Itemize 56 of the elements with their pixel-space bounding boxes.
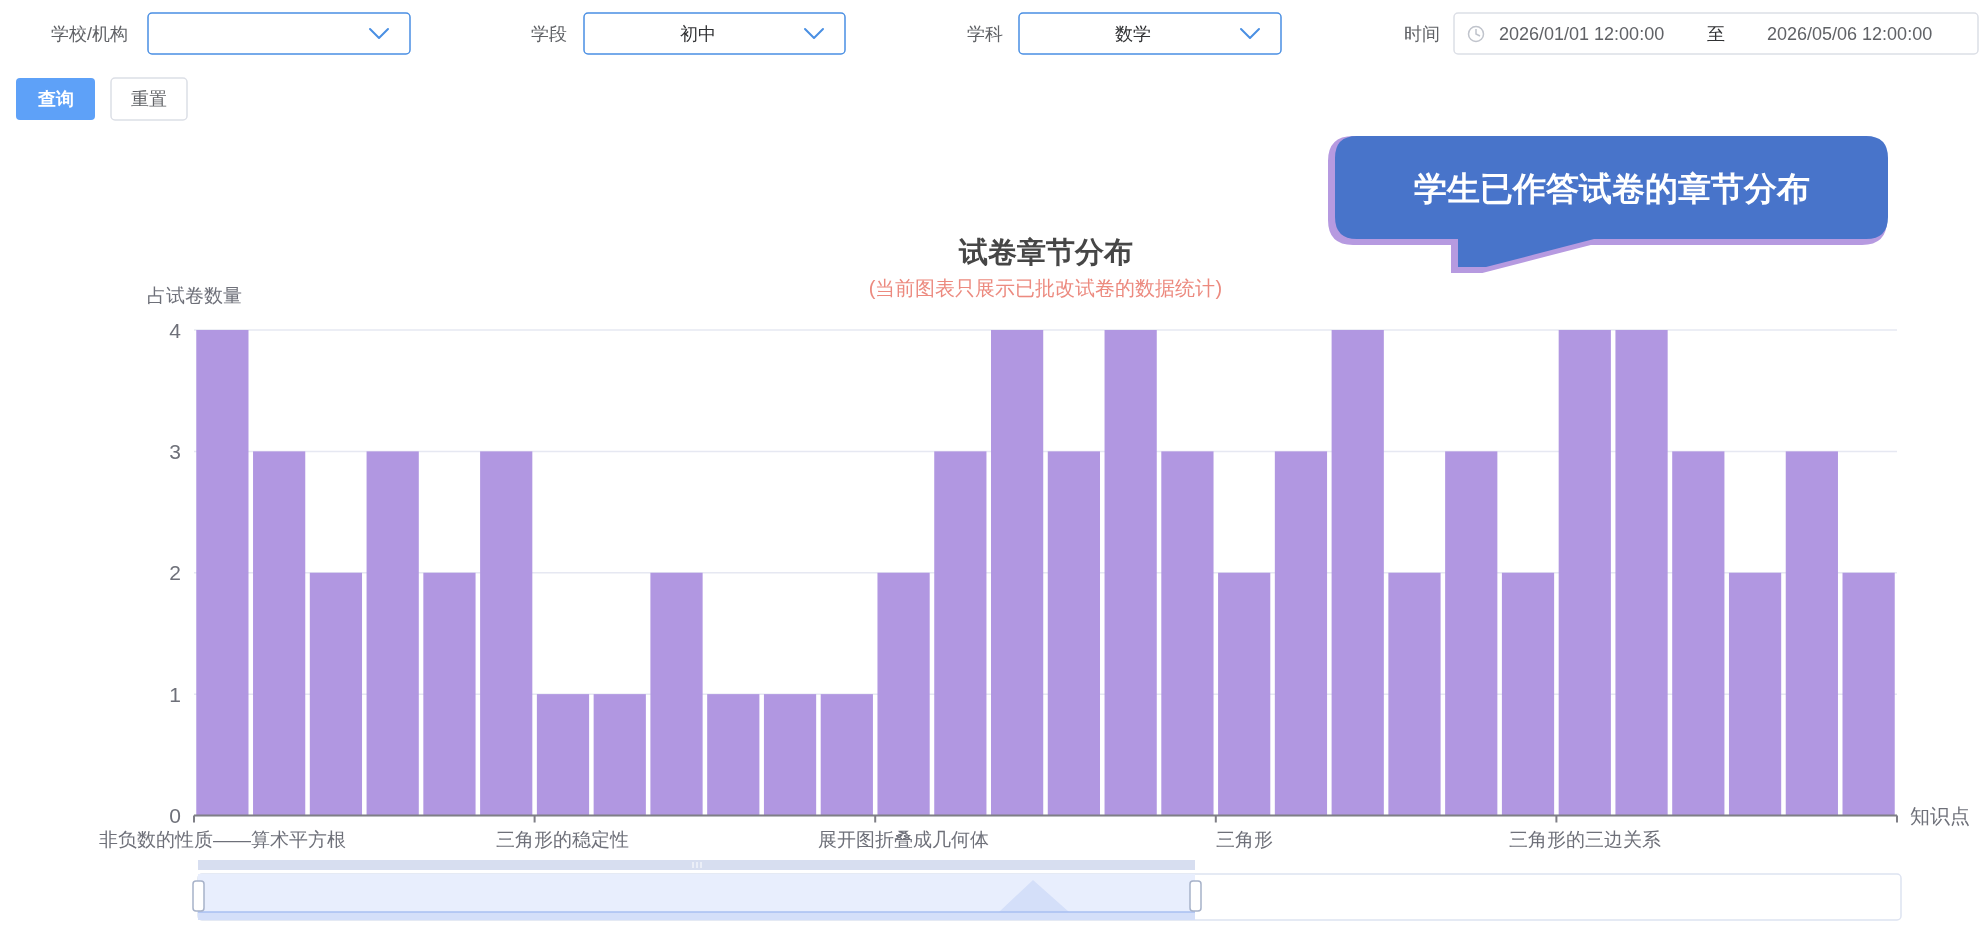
annotation: 重置 xyxy=(131,89,167,109)
annotation: 学段 xyxy=(531,24,567,44)
bar xyxy=(309,572,363,816)
annotation: 时间 xyxy=(1404,24,1440,44)
bar xyxy=(1785,451,1838,816)
bar xyxy=(593,694,646,816)
y-tick-label: 3 xyxy=(169,439,181,463)
ylabel: 占试卷数量 xyxy=(146,285,242,306)
bar xyxy=(196,330,249,816)
x-tick-label: 三角形的稳定性 xyxy=(496,829,630,850)
bar xyxy=(650,572,703,816)
y-tick-label: 0 xyxy=(169,804,181,827)
x-tick-label: 三角形 xyxy=(1215,829,1273,850)
bar xyxy=(1218,572,1271,816)
bar xyxy=(423,572,476,816)
x-tick-label: 三角形的三边关系 xyxy=(1508,829,1661,850)
bar xyxy=(253,451,306,816)
annotation: 2026/05/06 12:00:00 xyxy=(1767,24,1933,44)
bar xyxy=(366,451,419,816)
annotation: 查询 xyxy=(37,89,74,109)
bar xyxy=(1672,451,1725,816)
bar xyxy=(991,330,1044,816)
bar xyxy=(1274,451,1328,816)
bar xyxy=(1161,451,1214,816)
bar xyxy=(1501,572,1555,816)
x-tick-label: 非负数的性质——算术平方根 xyxy=(98,829,346,850)
bar xyxy=(1104,330,1157,816)
subtitle: (当前图表只展示已批改试卷的数据统计) xyxy=(868,277,1223,299)
x-tick-label: 展开图折叠成几何体 xyxy=(818,829,990,850)
title: 试卷章节分布 xyxy=(958,236,1133,268)
bar xyxy=(1331,330,1384,816)
bar xyxy=(1445,451,1498,816)
annotation: 至 xyxy=(1707,24,1725,44)
annotation: 学校/机构 xyxy=(51,24,128,44)
y-tick-label: 4 xyxy=(169,318,181,342)
bar xyxy=(1615,330,1668,816)
bar xyxy=(1728,572,1782,816)
bar xyxy=(934,451,987,816)
xlabel: 知识点 xyxy=(1910,804,1970,827)
bar xyxy=(1842,572,1895,816)
bar xyxy=(480,451,533,816)
bar xyxy=(763,694,817,816)
y-tick-label: 2 xyxy=(169,561,181,585)
annotation: 学科 xyxy=(967,24,1003,44)
annotation: 学生已作答试卷的章节分布 xyxy=(1414,169,1810,207)
bar xyxy=(877,572,930,816)
bar xyxy=(1047,451,1100,816)
annotation: 初中 xyxy=(680,24,716,44)
y-tick-label: 1 xyxy=(169,682,181,706)
annotation: 2026/01/01 12:00:00 xyxy=(1499,24,1665,44)
bar xyxy=(1388,572,1441,816)
bar xyxy=(707,694,760,816)
bar xyxy=(820,694,873,816)
annotation: 数学 xyxy=(1115,24,1151,44)
bar xyxy=(1558,330,1611,816)
bar xyxy=(536,694,590,816)
